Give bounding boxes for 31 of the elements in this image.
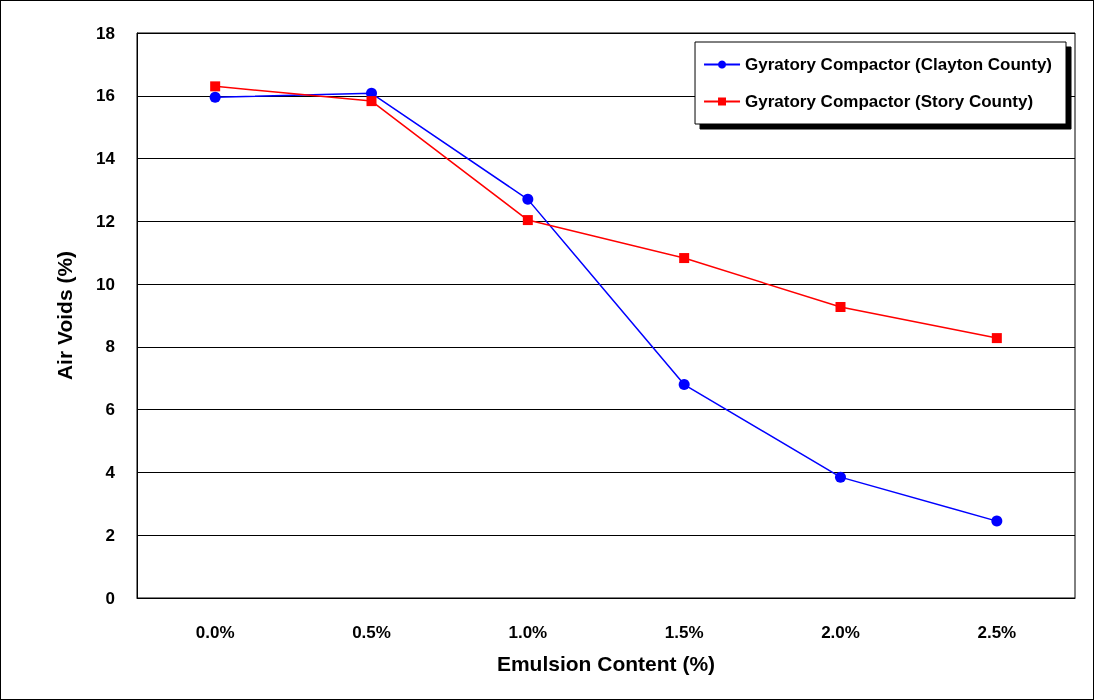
- point: [209, 91, 221, 103]
- point: [522, 215, 533, 226]
- legend-label: Gyratory Compactor (Story County): [745, 92, 1034, 111]
- legend-label: Gyratory Compactor (Clayton County): [745, 55, 1053, 74]
- y-tick-label: 4: [105, 462, 116, 482]
- x-axis-title: Emulsion Content (%): [496, 652, 716, 675]
- y-tick-label: 18: [96, 23, 115, 43]
- point: [210, 81, 221, 92]
- y-tick-label: 16: [96, 86, 115, 106]
- point: [366, 96, 377, 107]
- y-tick-label: 14: [96, 149, 116, 169]
- y-tick-label: 10: [96, 274, 115, 294]
- point: [835, 471, 846, 483]
- x-tick-label: 0.0%: [195, 623, 235, 642]
- point: [679, 253, 690, 264]
- point: [678, 379, 690, 391]
- x-tick-label: 2.5%: [977, 623, 1017, 642]
- x-tick-label: 1.5%: [664, 623, 704, 642]
- y-tick-label: 2: [105, 525, 115, 545]
- point: [991, 515, 1003, 527]
- y-axis-title: Air Voids (%): [53, 250, 76, 381]
- point: [522, 193, 534, 205]
- y-tick-label: 12: [96, 211, 115, 231]
- x-tick-label: 2.0%: [821, 623, 860, 642]
- y-tick-label: 0: [105, 588, 115, 608]
- y-tick-label: 6: [105, 400, 115, 420]
- point: [835, 302, 846, 313]
- x-tick-label: 0.5%: [352, 623, 391, 642]
- x-tick-label: 1.0%: [508, 623, 548, 642]
- point: [991, 333, 1002, 344]
- y-tick-label: 8: [105, 337, 115, 357]
